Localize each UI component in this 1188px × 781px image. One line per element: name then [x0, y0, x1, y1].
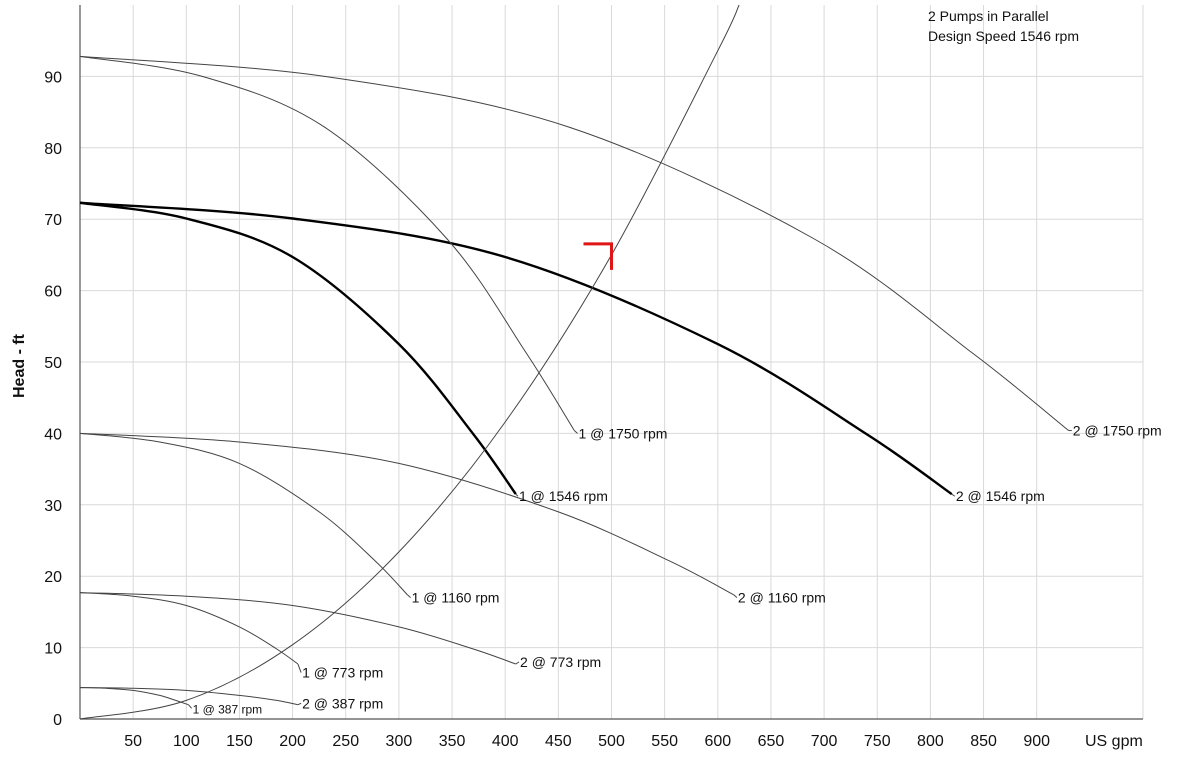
curve-label-2-1750-rpm: 2 @ 1750 rpm [1073, 423, 1162, 439]
pump-curve-2-1750-rpm [79, 55, 1069, 431]
label-leader-line [407, 594, 411, 598]
system-curve [79, 4, 740, 720]
x-tick-label: 900 [1023, 733, 1050, 750]
x-axis-title: US gpm [1085, 733, 1143, 750]
pump-curves [79, 55, 1069, 706]
x-tick-label: 500 [598, 733, 625, 750]
pump-curve-2-1160-rpm [79, 432, 734, 596]
operating-point-marker [583, 242, 613, 270]
x-tick-label: 650 [758, 733, 785, 750]
label-leader-line [297, 663, 302, 673]
x-tick-label: 200 [279, 733, 306, 750]
chart-note-line-2: Design Speed 1546 rpm [928, 28, 1079, 44]
label-leader-line [515, 661, 520, 665]
x-tick-label: 300 [386, 733, 413, 750]
pump-curve-2-773-rpm [79, 592, 516, 665]
pump-curve-1-1750-rpm [79, 55, 575, 431]
curve-label-2-1160-rpm: 2 @ 1160 rpm [738, 590, 826, 606]
pump-curve-1-1160-rpm [79, 432, 408, 596]
chart-note-line-1: 2 Pumps in Parallel [928, 8, 1049, 24]
x-tick-label: 400 [492, 733, 519, 750]
label-leader-line [297, 702, 302, 706]
y-tick-label: 0 [53, 712, 62, 729]
x-tick-label: 850 [970, 733, 997, 750]
grid [80, 5, 1144, 719]
y-tick-label: 20 [44, 569, 62, 586]
pump-curve-1-387-rpm [79, 687, 189, 706]
y-tick-label: 90 [44, 69, 62, 86]
x-tick-label: 700 [811, 733, 838, 750]
label-leader-line [733, 594, 738, 598]
y-axis-title: Head - ft [11, 333, 28, 398]
curve-label-1-773-rpm: 1 @ 773 rpm [302, 665, 383, 681]
x-tick-label: 50 [124, 733, 142, 750]
curve-label-1-1750-rpm: 1 @ 1750 rpm [578, 425, 667, 441]
curve-label-2-1546-rpm: 2 @ 1546 rpm [956, 488, 1045, 504]
curve-labels: 1 @ 387 rpm 2 @ 387 rpm 1 @ 773 rpm 2 @ 773… [188, 423, 1162, 716]
y-tick-label: 40 [44, 426, 62, 443]
axes [79, 5, 1143, 720]
x-tick-label: 150 [226, 733, 253, 750]
curve-label-2-773-rpm: 2 @ 773 rpm [520, 654, 601, 670]
x-axis-tick-labels: 50 100 150 200 250 300 350 400 450 500 550 600 650 70… [124, 733, 1050, 750]
pump-curve-1-773-rpm [79, 592, 299, 665]
label-leader-line [188, 704, 192, 709]
y-tick-label: 10 [44, 641, 62, 658]
y-tick-label: 60 [44, 284, 62, 301]
label-leader-line [573, 430, 578, 434]
pump-curve-1-1546-rpm [79, 201, 517, 495]
y-tick-label: 70 [44, 212, 62, 229]
x-tick-label: 250 [332, 733, 359, 750]
x-tick-label: 450 [545, 733, 572, 750]
pump-curve-2-1546-rpm [79, 201, 953, 496]
x-tick-label: 550 [651, 733, 678, 750]
y-tick-label: 30 [44, 498, 62, 515]
curve-label-1-387-rpm: 1 @ 387 rpm [193, 702, 263, 716]
x-tick-label: 750 [864, 733, 891, 750]
label-leader-line [951, 493, 956, 497]
x-tick-label: 350 [439, 733, 466, 750]
y-tick-label: 50 [44, 355, 62, 372]
system-curve-group [79, 4, 740, 720]
curve-label-1-1546-rpm: 1 @ 1546 rpm [519, 488, 608, 504]
curve-label-1-1160-rpm: 1 @ 1160 rpm [412, 590, 500, 606]
x-tick-label: 100 [173, 733, 200, 750]
x-tick-label: 600 [704, 733, 731, 750]
operating-point-group [583, 242, 613, 270]
pump-curve-2-387-rpm [79, 687, 298, 706]
x-tick-label: 800 [917, 733, 944, 750]
curve-label-2-387-rpm: 2 @ 387 rpm [302, 695, 383, 711]
y-axis-tick-labels: 0 10 20 30 40 50 60 70 80 90 [44, 69, 62, 729]
label-leader-line [515, 493, 519, 497]
y-tick-label: 80 [44, 141, 62, 158]
